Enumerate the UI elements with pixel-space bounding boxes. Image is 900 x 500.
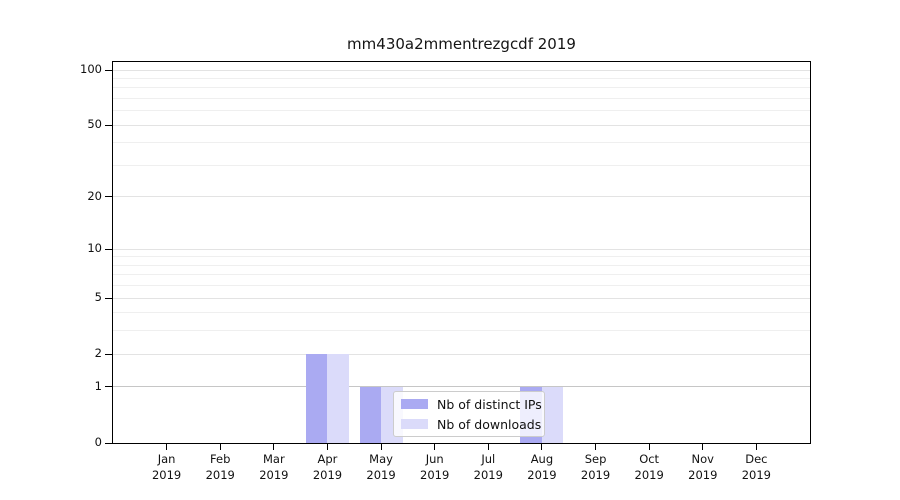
- x-tick-year: 2019: [688, 467, 718, 482]
- gridline-minor: [113, 264, 810, 266]
- x-tick-label: Dec 2019: [726, 452, 786, 483]
- legend-label-distinct-ips: Nb of distinct IPs: [437, 396, 542, 412]
- y-tick: [105, 248, 112, 250]
- x-tick-year: 2019: [580, 467, 611, 482]
- y-tick-label: 1: [94, 378, 102, 393]
- legend-label-downloads: Nb of downloads: [437, 416, 542, 432]
- y-tick: [105, 196, 112, 198]
- legend: Nb of distinct IPs Nb of downloads: [393, 391, 545, 437]
- gridline-minor: [113, 142, 810, 144]
- x-tick-month: Nov: [691, 452, 714, 466]
- gridline-major: [113, 297, 810, 299]
- y-tick: [105, 69, 112, 71]
- x-tick: [380, 444, 382, 450]
- x-tick-label: May 2019: [351, 452, 411, 483]
- bar-downloads: [541, 386, 564, 443]
- gridline-minor: [113, 77, 810, 79]
- x-tick-label: Jan 2019: [137, 452, 197, 483]
- x-tick-label: Jul 2019: [458, 452, 518, 483]
- y-tick: [105, 297, 112, 299]
- legend-swatch-distinct-ips: [401, 399, 428, 409]
- x-tick-year: 2019: [420, 467, 450, 482]
- x-tick-label: Mar 2019: [244, 452, 304, 483]
- x-tick: [487, 444, 489, 450]
- y-tick-label: 50: [87, 117, 102, 132]
- y-tick: [105, 124, 112, 126]
- gridline-major: [113, 69, 810, 71]
- x-tick-month: Apr: [317, 452, 338, 466]
- y-tick-label: 20: [87, 188, 102, 203]
- gridline-minor: [113, 256, 810, 258]
- bar-downloads: [327, 354, 349, 443]
- y-tick-label: 100: [80, 62, 102, 76]
- x-tick-label: Feb 2019: [190, 452, 250, 483]
- x-tick-year: 2019: [527, 467, 557, 482]
- x-tick: [541, 444, 543, 450]
- x-tick-year: 2019: [151, 467, 182, 482]
- gridline-minor: [113, 98, 810, 99]
- x-tick: [434, 444, 436, 450]
- x-tick-month: Mar: [262, 452, 285, 466]
- gridline-minor: [113, 312, 810, 314]
- gridline-major: [113, 124, 810, 126]
- x-tick-month: Jul: [481, 452, 496, 466]
- gridline-minor: [113, 87, 810, 89]
- y-tick: [105, 353, 112, 355]
- gridline-major: [113, 386, 810, 388]
- x-tick-label: Aug 2019: [512, 452, 572, 483]
- gridline-major: [113, 196, 810, 198]
- x-tick-year: 2019: [634, 467, 664, 482]
- x-tick-month: Oct: [639, 452, 660, 466]
- x-tick-month: Aug: [530, 452, 554, 466]
- gridline-minor: [113, 274, 810, 276]
- legend-swatch-downloads: [401, 419, 428, 429]
- plot-area: [112, 61, 811, 444]
- y-tick: [105, 442, 112, 444]
- x-tick-label: Apr 2019: [297, 452, 357, 483]
- y-tick-label: 0: [94, 435, 102, 449]
- gridline-major: [113, 248, 810, 250]
- gridline-minor: [113, 110, 810, 112]
- legend-row-downloads: Nb of downloads: [401, 416, 542, 432]
- x-tick-year: 2019: [205, 467, 235, 482]
- x-tick-year: 2019: [259, 467, 289, 482]
- gridline-minor: [113, 330, 810, 332]
- bar-distinct-ips: [306, 354, 328, 443]
- x-tick-month: Jun: [425, 452, 444, 466]
- x-tick: [755, 444, 757, 450]
- x-tick-month: Jan: [157, 452, 176, 466]
- x-tick-month: May: [369, 452, 393, 466]
- y-tick-label: 2: [94, 346, 102, 361]
- x-tick-label: Jun 2019: [405, 452, 465, 483]
- gridline-major: [113, 353, 810, 355]
- legend-row-distinct-ips: Nb of distinct IPs: [401, 397, 542, 412]
- y-tick-label: 10: [87, 241, 102, 256]
- x-tick-month: Feb: [210, 452, 231, 466]
- x-tick: [219, 444, 221, 450]
- gridline-minor: [113, 164, 810, 166]
- x-tick-label: Sep 2019: [566, 452, 626, 483]
- x-tick: [273, 444, 275, 450]
- x-tick: [595, 444, 597, 450]
- x-tick-label: Oct 2019: [619, 452, 679, 483]
- x-tick: [702, 444, 704, 450]
- x-tick-month: Dec: [745, 452, 768, 466]
- y-tick-label: 5: [94, 290, 102, 305]
- x-tick: [648, 444, 650, 450]
- y-tick: [105, 386, 112, 388]
- x-tick-year: 2019: [741, 467, 772, 482]
- x-tick-year: 2019: [473, 467, 503, 482]
- x-tick-year: 2019: [366, 467, 396, 482]
- x-tick: [326, 444, 328, 450]
- x-tick-month: Sep: [584, 452, 607, 466]
- bar-distinct-ips: [359, 386, 382, 443]
- x-tick-year: 2019: [312, 467, 343, 482]
- x-tick-label: Nov 2019: [673, 452, 733, 483]
- chart-title: mm430a2mmentrezgcdf 2019: [347, 35, 576, 53]
- gridline-minor: [113, 285, 810, 287]
- x-tick: [166, 444, 168, 450]
